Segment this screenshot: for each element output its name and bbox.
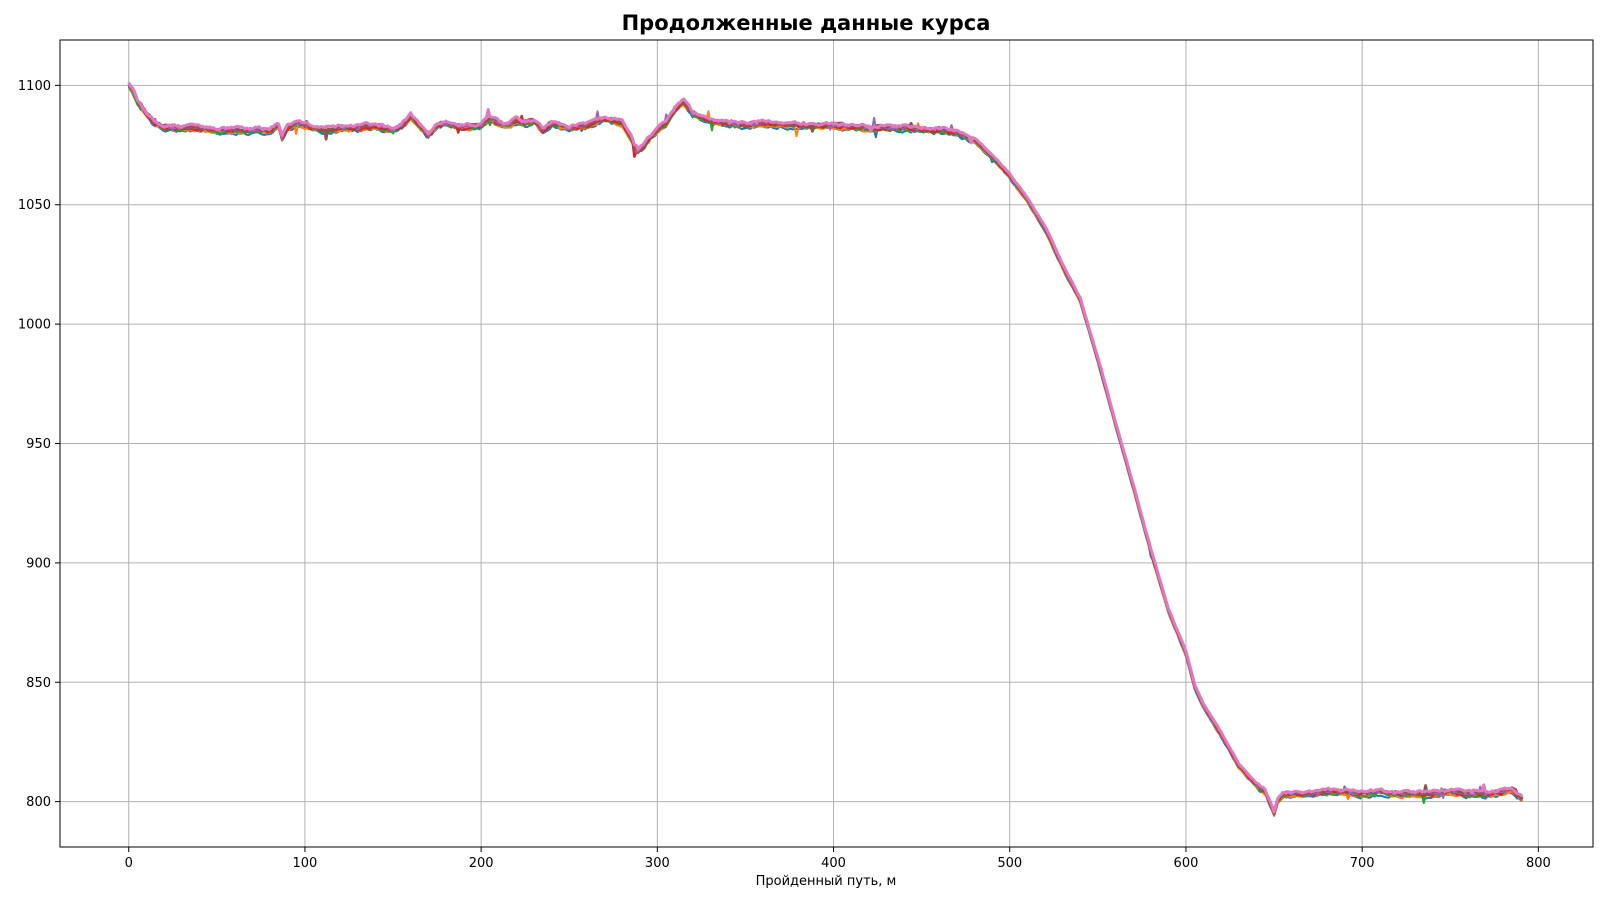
y-axis: 800 850 900 950 1000 1050 1100 — [18, 79, 60, 810]
x-tick-label: 800 — [1526, 856, 1551, 871]
y-tick-label: 950 — [26, 437, 51, 452]
y-tick-label: 900 — [26, 556, 51, 571]
y-tick-label: 1050 — [18, 198, 51, 213]
chart-title: Продолженные данные курса — [622, 11, 991, 35]
x-tick-label: 500 — [997, 856, 1022, 871]
x-axis: 0 100 200 300 400 500 600 700 800 — [125, 847, 1551, 871]
x-axis-label: Пройденный путь, м — [756, 874, 897, 889]
series-line-7 — [127, 81, 1524, 814]
x-tick-label: 100 — [293, 856, 318, 871]
x-tick-label: 300 — [645, 856, 670, 871]
x-tick-label: 200 — [469, 856, 494, 871]
y-tick-label: 1100 — [18, 79, 51, 94]
x-tick-label: 700 — [1350, 856, 1375, 871]
x-tick-label: 400 — [821, 856, 846, 871]
series-layer — [127, 81, 1524, 817]
y-tick-label: 800 — [26, 795, 51, 810]
x-tick-label: 0 — [125, 856, 133, 871]
y-tick-label: 850 — [26, 676, 51, 691]
x-tick-label: 600 — [1174, 856, 1199, 871]
y-tick-label: 1000 — [18, 318, 51, 333]
